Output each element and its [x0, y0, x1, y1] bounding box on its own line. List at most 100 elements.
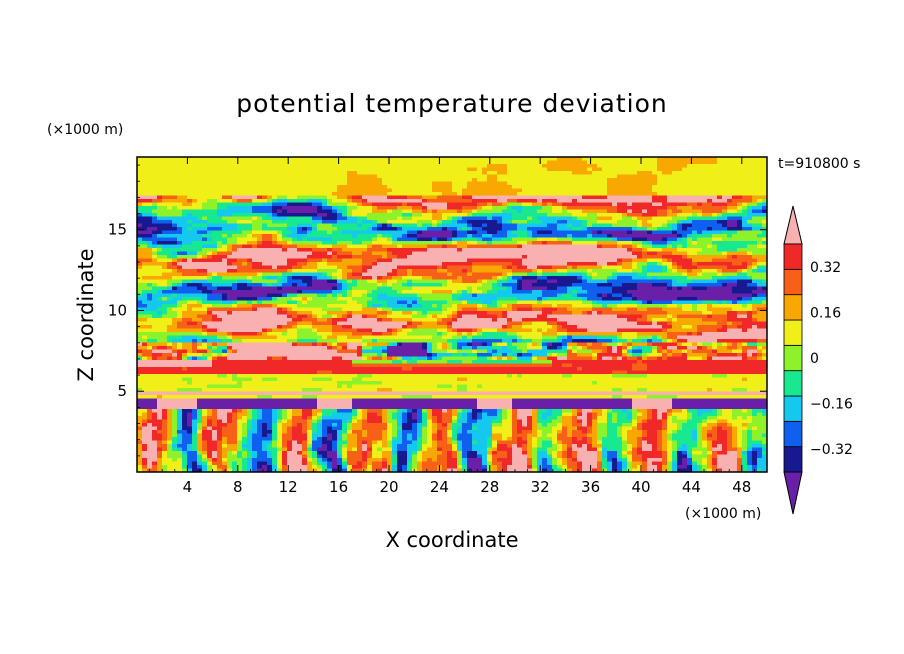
heatmap-cell [267, 167, 273, 172]
heatmap-cell [727, 244, 733, 249]
heatmap-cell [512, 255, 518, 260]
heatmap-cell [457, 269, 463, 274]
heatmap-cell [427, 199, 433, 204]
heatmap-cell [442, 255, 448, 260]
heatmap-cell [252, 160, 258, 165]
heatmap-cell [542, 251, 548, 256]
heatmap-cell [402, 265, 408, 270]
heatmap-cell [337, 160, 343, 165]
heatmap-cell [647, 279, 653, 284]
heatmap-cell [267, 181, 273, 186]
heatmap-cell [452, 213, 458, 218]
heatmap-cell [292, 213, 298, 218]
heatmap-cell [272, 272, 278, 277]
heatmap-cell [707, 171, 713, 176]
heatmap-cell [332, 174, 338, 179]
heatmap-cell [687, 202, 693, 207]
heatmap-cell [667, 216, 673, 221]
heatmap-cell [482, 185, 488, 190]
heatmap-cell [147, 202, 153, 207]
heatmap-cell [457, 272, 463, 277]
heatmap-cell [757, 160, 763, 165]
heatmap-cell [667, 160, 673, 165]
heatmap-cell [722, 202, 728, 207]
heatmap-cell [387, 234, 393, 239]
heatmap-cell [382, 276, 388, 281]
heatmap-cell [487, 248, 493, 253]
heatmap-cell [302, 248, 308, 253]
heatmap-cell [627, 192, 633, 197]
heatmap-cell [637, 265, 643, 270]
heatmap-cell [282, 192, 288, 197]
heatmap-cell [587, 244, 593, 249]
heatmap-cell [627, 209, 633, 214]
heatmap-cell [422, 293, 428, 298]
heatmap-cell [242, 178, 248, 183]
heatmap-cell [592, 237, 598, 242]
heatmap-cell [462, 269, 468, 274]
heatmap-cell [632, 178, 638, 183]
heatmap-cell [757, 188, 763, 193]
heatmap-cell [742, 171, 748, 176]
heatmap-cell [182, 185, 188, 190]
heatmap-cell [272, 171, 278, 176]
heatmap-cell [207, 188, 213, 193]
heatmap-cell [347, 290, 353, 295]
heatmap-cell [167, 234, 173, 239]
heatmap-cell [722, 220, 728, 225]
heatmap-cell [672, 181, 678, 186]
heatmap-cell [562, 160, 568, 165]
heatmap-cell [162, 244, 168, 249]
heatmap-cell [377, 262, 383, 267]
heatmap-cell [312, 160, 318, 165]
heatmap-cell [247, 276, 253, 281]
heatmap-cell [652, 230, 658, 235]
heatmap-cell [602, 230, 608, 235]
heatmap-cell [402, 230, 408, 235]
heatmap-cell [592, 178, 598, 183]
heatmap-cell [207, 199, 213, 204]
heatmap-cell [277, 188, 283, 193]
heatmap-cell [247, 255, 253, 260]
heatmap-cell [282, 234, 288, 239]
heatmap-cell [602, 157, 608, 162]
heatmap-cell [347, 192, 353, 197]
heatmap-cell [557, 234, 563, 239]
heatmap-cell [347, 185, 353, 190]
heatmap-cell [677, 195, 683, 200]
heatmap-cell [147, 213, 153, 218]
heatmap-cell [297, 188, 303, 193]
heatmap-cell [172, 181, 178, 186]
heatmap-cell [457, 213, 463, 218]
heatmap-cell [527, 174, 533, 179]
heatmap-cell [577, 262, 583, 267]
heatmap-cell [167, 206, 173, 211]
heatmap-cell [162, 167, 168, 172]
heatmap-cell [687, 258, 693, 263]
heatmap-cell [572, 164, 578, 169]
heatmap-cell [552, 272, 558, 277]
heatmap-cell [622, 202, 628, 207]
heatmap-cell [442, 181, 448, 186]
heatmap-cell [302, 192, 308, 197]
heatmap-cell [422, 272, 428, 277]
heatmap-cell [217, 237, 223, 242]
heatmap-cell [572, 262, 578, 267]
heatmap-cell [647, 206, 653, 211]
heatmap-cell [697, 167, 703, 172]
heatmap-cell [432, 265, 438, 270]
heatmap-cell [312, 157, 318, 162]
heatmap-cell [712, 181, 718, 186]
heatmap-cell [237, 216, 243, 221]
heatmap-cell [287, 192, 293, 197]
heatmap-cell [377, 248, 383, 253]
heatmap-cell [737, 230, 743, 235]
heatmap-cell [677, 167, 683, 172]
heatmap-cell [192, 209, 198, 214]
heatmap-cell [612, 202, 618, 207]
heatmap-cell [702, 286, 708, 291]
heatmap-cell [582, 185, 588, 190]
heatmap-cell [342, 290, 348, 295]
heatmap-cell [387, 227, 393, 232]
heatmap-cell [282, 209, 288, 214]
